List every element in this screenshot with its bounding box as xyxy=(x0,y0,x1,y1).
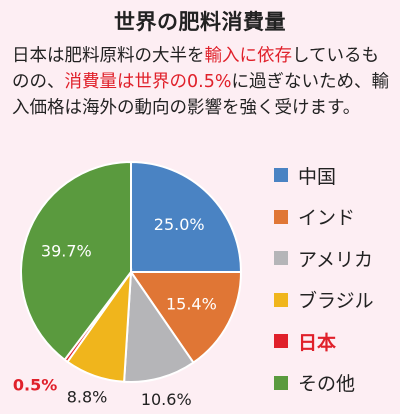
legend-label: その他 xyxy=(298,373,356,395)
legend-swatch xyxy=(274,292,288,307)
pie-slice-2 xyxy=(123,269,195,383)
pie-label-4: 0.5% xyxy=(13,376,57,395)
description-segment: 日本は肥料原料の大半を xyxy=(12,46,205,66)
pie-slice-0 xyxy=(130,160,243,273)
legend-swatch xyxy=(274,209,288,224)
description-highlight: 消費量は世界の0.5% xyxy=(64,72,232,92)
legend-item-5: その他 xyxy=(274,368,400,398)
pie-slice-1 xyxy=(129,271,243,364)
pie-label-3: 8.8% xyxy=(67,387,108,406)
legend-swatch xyxy=(274,251,288,265)
pie-label-5: 39.7% xyxy=(41,241,92,260)
legend-item-4: 日本 xyxy=(274,326,400,356)
legend-item-2: アメリカ xyxy=(274,243,400,273)
legend-swatch xyxy=(274,334,288,348)
pie-slices xyxy=(20,160,243,383)
legend-label: ブラジル xyxy=(298,290,374,312)
legend-item-3: ブラジル xyxy=(274,285,400,315)
legend-label: インド xyxy=(298,207,356,229)
chart-legend: 中国インドアメリカブラジル日本その他 xyxy=(274,160,400,409)
description-text: 日本は肥料原料の大半を輸入に依存しているものの、消費量は世界の0.5%に過ぎない… xyxy=(12,43,392,121)
chart-title: 世界の肥料消費量 xyxy=(114,10,286,34)
pie-label-1: 15.4% xyxy=(166,295,217,314)
legend-label: 日本 xyxy=(298,331,337,354)
description-segment: に過ぎないため、輸入価格は海外の動向の影響を強く受けます。 xyxy=(12,72,389,118)
legend-swatch xyxy=(274,168,288,182)
description-highlight: 輸入に依存 xyxy=(204,46,293,66)
legend-swatch xyxy=(274,375,288,390)
legend-label: アメリカ xyxy=(298,248,374,271)
legend-item-0: 中国 xyxy=(274,160,400,190)
pie-label-0: 25.0% xyxy=(154,215,205,234)
pie-label-2: 10.6% xyxy=(141,390,192,409)
legend-label: 中国 xyxy=(298,165,337,188)
description-segment: しているものの、 xyxy=(12,46,379,92)
legend-item-1: インド xyxy=(274,202,400,232)
pie-labels: 25.0% 15.4% 10.6% 8.8% 0.5% 39.7% xyxy=(13,215,217,409)
pie-slice-5 xyxy=(20,160,132,362)
